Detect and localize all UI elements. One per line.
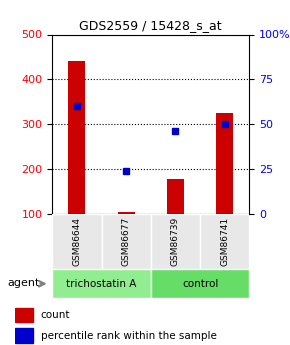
Text: trichostatin A: trichostatin A [66, 279, 137, 289]
Text: GSM86644: GSM86644 [72, 217, 81, 266]
Text: control: control [182, 279, 218, 289]
Text: count: count [41, 310, 70, 320]
Bar [14, 328, 33, 343]
FancyBboxPatch shape [200, 214, 249, 269]
Text: GSM86739: GSM86739 [171, 217, 180, 266]
Text: GSM86677: GSM86677 [122, 217, 131, 266]
Bar [14, 308, 33, 322]
Bar [216, 113, 233, 214]
FancyBboxPatch shape [52, 269, 151, 298]
FancyBboxPatch shape [151, 269, 249, 298]
Text: GSM86741: GSM86741 [220, 217, 229, 266]
FancyBboxPatch shape [52, 214, 102, 269]
Bar [117, 211, 135, 214]
Text: agent: agent [8, 278, 40, 288]
Bar [68, 61, 86, 214]
FancyBboxPatch shape [151, 214, 200, 269]
FancyBboxPatch shape [102, 214, 151, 269]
Bar [167, 179, 184, 214]
Text: percentile rank within the sample: percentile rank within the sample [41, 331, 216, 341]
Title: GDS2559 / 15428_s_at: GDS2559 / 15428_s_at [79, 19, 222, 32]
